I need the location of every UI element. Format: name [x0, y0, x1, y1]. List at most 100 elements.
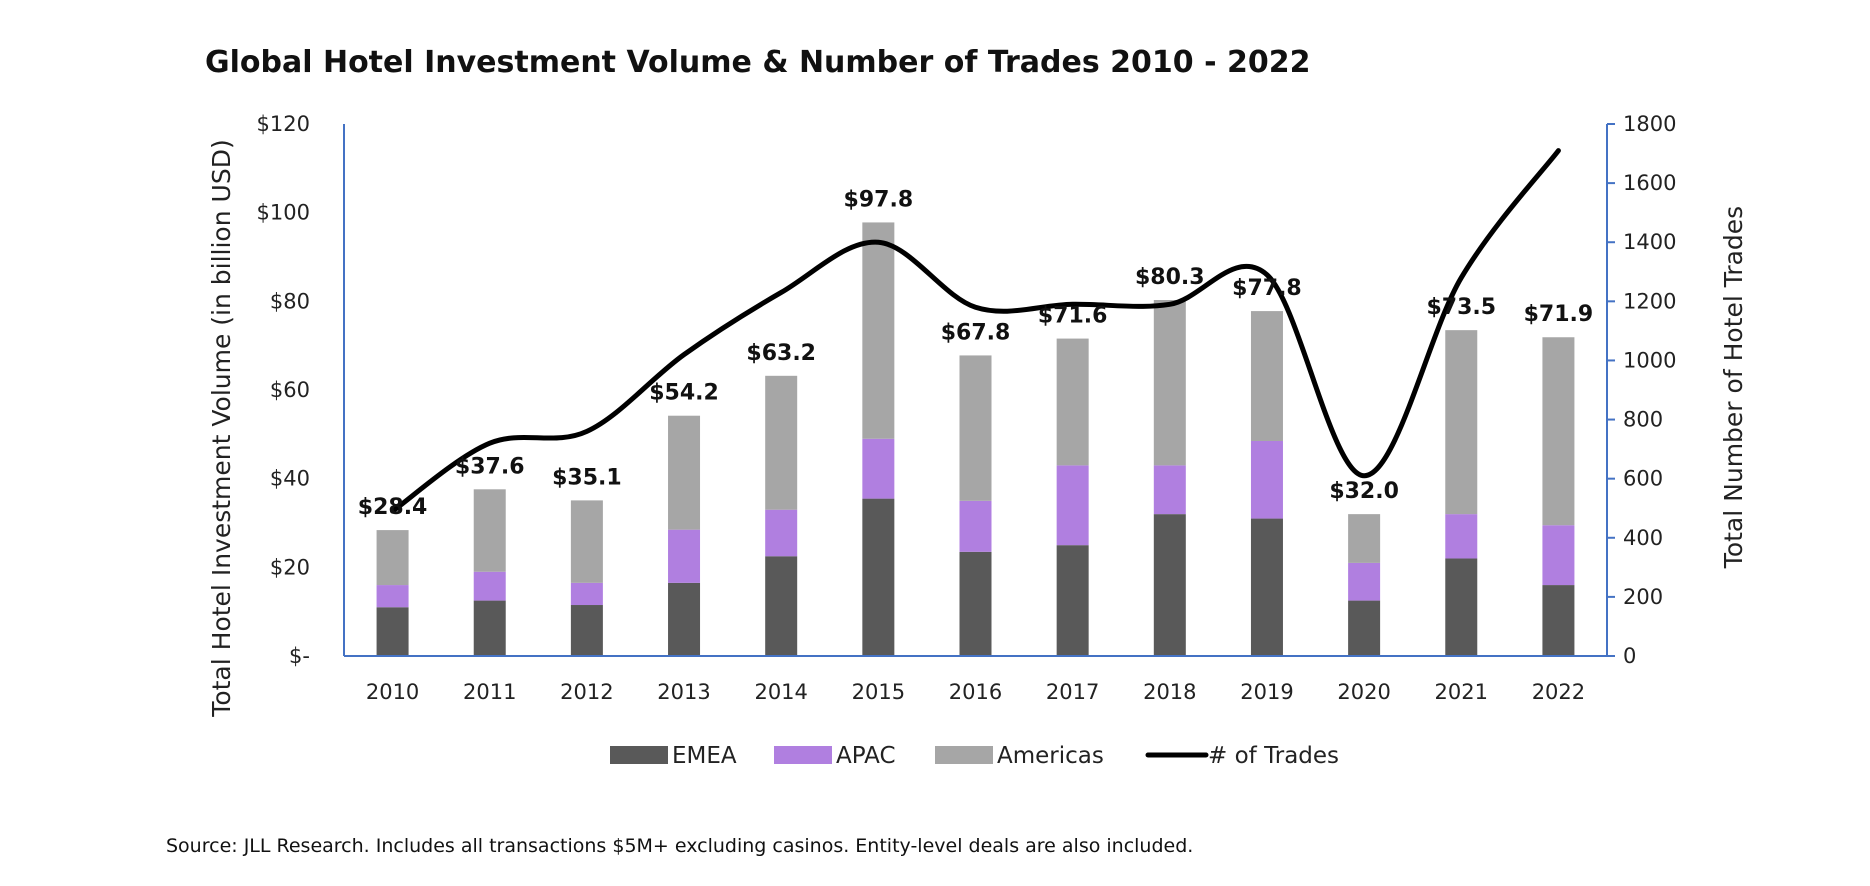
x-tick-label: 2011	[463, 680, 516, 704]
total-label-2016: $67.8	[941, 320, 1011, 345]
bar-apac-2012	[570, 582, 603, 606]
x-tick-label: 2019	[1240, 680, 1293, 704]
bar-apac-2013	[668, 529, 701, 583]
legend-swatch-americas	[935, 746, 993, 764]
bar-emea-2017	[1056, 545, 1089, 656]
total-label-2014: $63.2	[746, 341, 816, 366]
tick-labels: $- $20 $40 $60 $80 $100 $120 0 200 400 600 800 1000 1…	[257, 112, 1677, 704]
y2-tick-label: 0	[1623, 644, 1636, 668]
legend-label: EMEA	[672, 743, 737, 769]
x-tick-label: 2012	[560, 680, 613, 704]
chart-title: Global Hotel Investment Volume & Number …	[205, 45, 1311, 80]
bar-emea-2011	[473, 600, 506, 656]
bar-apac-2014	[765, 509, 798, 557]
total-label-2019: $77.8	[1232, 276, 1302, 301]
bar-emea-2022	[1542, 585, 1575, 656]
total-label-2010: $28.4	[358, 495, 428, 520]
data-labels: $28.4 $37.6 $35.1 $54.2 $63.2 $97.8 $67.8 $71.6…	[358, 187, 1593, 520]
bar-apac-2020	[1348, 562, 1381, 601]
y2-tick-label: 600	[1623, 467, 1663, 491]
y-tick-label: $80	[270, 289, 310, 313]
y-tick-label: $-	[289, 644, 310, 668]
legend-label: APAC	[836, 743, 896, 769]
x-tick-label: 2016	[949, 680, 1002, 704]
y2-tick-label: 200	[1623, 585, 1663, 609]
trades-line-group	[390, 148, 1561, 514]
bar-apac-2019	[1250, 440, 1283, 519]
bar-americas-2018	[1153, 300, 1186, 466]
bar-americas-2022	[1542, 337, 1575, 526]
x-tick-label: 2010	[366, 680, 419, 704]
x-tick-label: 2021	[1435, 680, 1488, 704]
y2-tick-label: 1400	[1623, 230, 1676, 254]
y-tick-label: $20	[270, 555, 310, 579]
legend-swatch-apac	[774, 746, 832, 764]
bar-americas-2017	[1056, 338, 1089, 466]
legend-label: Americas	[997, 743, 1104, 769]
legend-label: # of Trades	[1208, 743, 1339, 769]
y2-tick-label: 1000	[1623, 348, 1676, 372]
bar-americas-2020	[1348, 514, 1381, 563]
legend: EMEA APAC Americas # of Trades	[610, 743, 1339, 769]
y2-tick-label: 1800	[1623, 112, 1676, 136]
bar-emea-2015	[862, 498, 895, 656]
y-tick-label: $40	[270, 467, 310, 491]
y-tick-label: $60	[270, 378, 310, 402]
y2-axis-title: Total Number of Hotel Trades	[1719, 206, 1748, 569]
bar-apac-2022	[1542, 525, 1575, 586]
x-tick-label: 2013	[657, 680, 710, 704]
bar-americas-2016	[959, 355, 992, 501]
bar-apac-2018	[1153, 465, 1186, 515]
total-label-2013: $54.2	[649, 381, 719, 406]
bar-apac-2016	[959, 500, 992, 552]
x-tick-label: 2015	[852, 680, 905, 704]
bar-americas-2012	[570, 500, 603, 583]
bar-emea-2021	[1445, 558, 1478, 656]
total-label-2022: $71.9	[1524, 302, 1594, 327]
bar-americas-2013	[668, 415, 701, 530]
x-tick-label: 2017	[1046, 680, 1099, 704]
x-tick-label: 2022	[1532, 680, 1585, 704]
bar-apac-2011	[473, 571, 506, 601]
total-label-2018: $80.3	[1135, 265, 1205, 290]
bar-americas-2010	[376, 530, 409, 586]
bar-emea-2020	[1348, 600, 1381, 656]
total-label-2012: $35.1	[552, 465, 622, 490]
source-note: Source: JLL Research. Includes all trans…	[166, 835, 1193, 857]
bar-emea-2016	[959, 551, 992, 656]
bar-apac-2021	[1445, 514, 1478, 559]
bar-emea-2018	[1153, 514, 1186, 656]
x-tick-label: 2018	[1143, 680, 1196, 704]
y2-tick-label: 1200	[1623, 289, 1676, 313]
total-label-2021: $73.5	[1426, 295, 1496, 320]
y-tick-label: $120	[257, 112, 310, 136]
legend-swatch-emea	[610, 746, 668, 764]
total-label-2017: $71.6	[1038, 304, 1108, 329]
bar-apac-2015	[862, 438, 895, 499]
y-tick-label: $100	[257, 201, 310, 225]
total-label-2011: $37.6	[455, 454, 525, 479]
trades-line	[390, 148, 1561, 514]
bar-apac-2010	[376, 585, 409, 608]
bar-emea-2019	[1250, 518, 1283, 656]
bar-americas-2021	[1445, 330, 1478, 515]
bar-emea-2013	[668, 582, 701, 656]
y2-tick-label: 400	[1623, 526, 1663, 550]
x-tick-label: 2014	[754, 680, 807, 704]
bar-emea-2012	[570, 605, 603, 656]
axes	[343, 123, 1615, 657]
bar-emea-2010	[376, 607, 409, 656]
y2-tick-label: 1600	[1623, 171, 1676, 195]
bar-group	[376, 222, 1575, 656]
y2-tick-label: 800	[1623, 408, 1663, 432]
bar-apac-2017	[1056, 465, 1089, 546]
x-tick-label: 2020	[1337, 680, 1390, 704]
bar-americas-2014	[765, 375, 798, 510]
y-axis-title: Total Hotel Investment Volume (in billio…	[207, 139, 236, 717]
bar-americas-2015	[862, 222, 895, 439]
bar-americas-2019	[1250, 311, 1283, 441]
total-label-2015: $97.8	[844, 187, 914, 212]
bar-americas-2011	[473, 489, 506, 572]
bar-emea-2014	[765, 556, 798, 656]
